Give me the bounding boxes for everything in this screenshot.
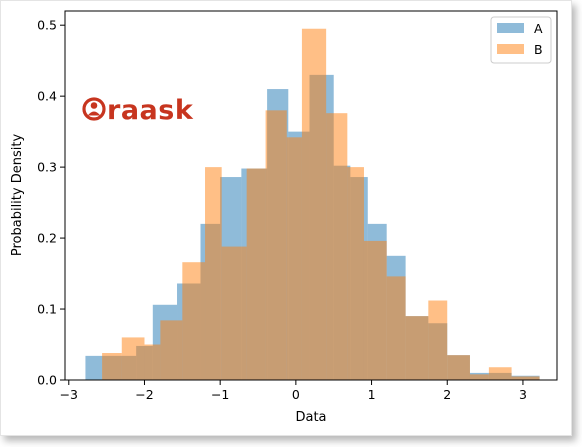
legend-label-b: B xyxy=(534,42,543,57)
x-tick-label: 1 xyxy=(368,387,376,402)
hist-bar-b-19 xyxy=(488,367,512,380)
hist-bar-b-14 xyxy=(386,276,406,380)
hist-bar-b-0 xyxy=(102,353,122,380)
y-tick-label: 0.3 xyxy=(37,160,57,175)
hist-bar-b-3 xyxy=(160,320,183,380)
x-tick-label: 0 xyxy=(292,387,300,402)
hist-bar-b-10 xyxy=(301,28,327,381)
hist-bar-b-4 xyxy=(182,262,206,380)
hist-bar-b-7 xyxy=(246,168,266,380)
y-tick-label: 0.4 xyxy=(37,89,57,104)
plot-area-border xyxy=(64,10,558,381)
histogram-chart: −3 −2 −1 0 1 2 3 0.0 0.1 0.2 0.3 0.4 0.5 Data Proba… xyxy=(10,10,558,425)
hist-bar-b-11 xyxy=(326,113,348,381)
y-tick-label: 0.2 xyxy=(37,231,57,246)
x-axis-ticks: −3 −2 −1 0 1 2 3 xyxy=(60,380,527,402)
watermark-logo: raask xyxy=(82,95,194,126)
hist-bar-b-13 xyxy=(363,240,387,380)
y-tick-label: 0.5 xyxy=(37,18,57,33)
y-tick-label: 0.1 xyxy=(37,302,57,317)
hist-bar-a-0 xyxy=(85,355,103,380)
hist-bar-b-18 xyxy=(469,374,489,380)
hist-bar-b-2 xyxy=(144,344,161,380)
y-axis-label: Probability Density xyxy=(10,134,25,257)
hist-bar-b-1 xyxy=(121,337,145,380)
legend-swatch-a xyxy=(497,23,524,33)
hist-bar-b-20 xyxy=(511,376,540,380)
hist-bar-b-15 xyxy=(405,316,429,380)
hist-bar-b-5 xyxy=(205,167,222,380)
watermark-text: raask xyxy=(107,95,194,126)
hist-bar-b-17 xyxy=(447,355,470,380)
hist-bar-b-9 xyxy=(286,137,302,380)
bars-layer xyxy=(85,28,540,381)
hist-bar-b-16 xyxy=(428,300,448,380)
legend: A B xyxy=(490,16,552,64)
x-axis-label: Data xyxy=(295,410,326,425)
user-circle-icon xyxy=(82,97,106,121)
y-axis-ticks: 0.0 0.1 0.2 0.3 0.4 0.5 xyxy=(37,18,65,388)
hist-bar-b-12 xyxy=(347,167,364,380)
x-tick-label: 3 xyxy=(519,387,527,402)
legend-swatch-b xyxy=(497,44,524,54)
y-tick-label: 0.0 xyxy=(37,373,57,388)
legend-label-a: A xyxy=(534,21,543,36)
x-tick-label: −3 xyxy=(60,387,78,402)
x-tick-label: 2 xyxy=(443,387,451,402)
figure-frame: −3 −2 −1 0 1 2 3 0.0 0.1 0.2 0.3 0.4 0.5 Data Proba… xyxy=(0,0,572,436)
x-tick-label: −1 xyxy=(211,387,229,402)
hist-bar-b-6 xyxy=(221,246,247,380)
x-tick-label: −2 xyxy=(135,387,153,402)
hist-bar-b-8 xyxy=(265,110,287,380)
